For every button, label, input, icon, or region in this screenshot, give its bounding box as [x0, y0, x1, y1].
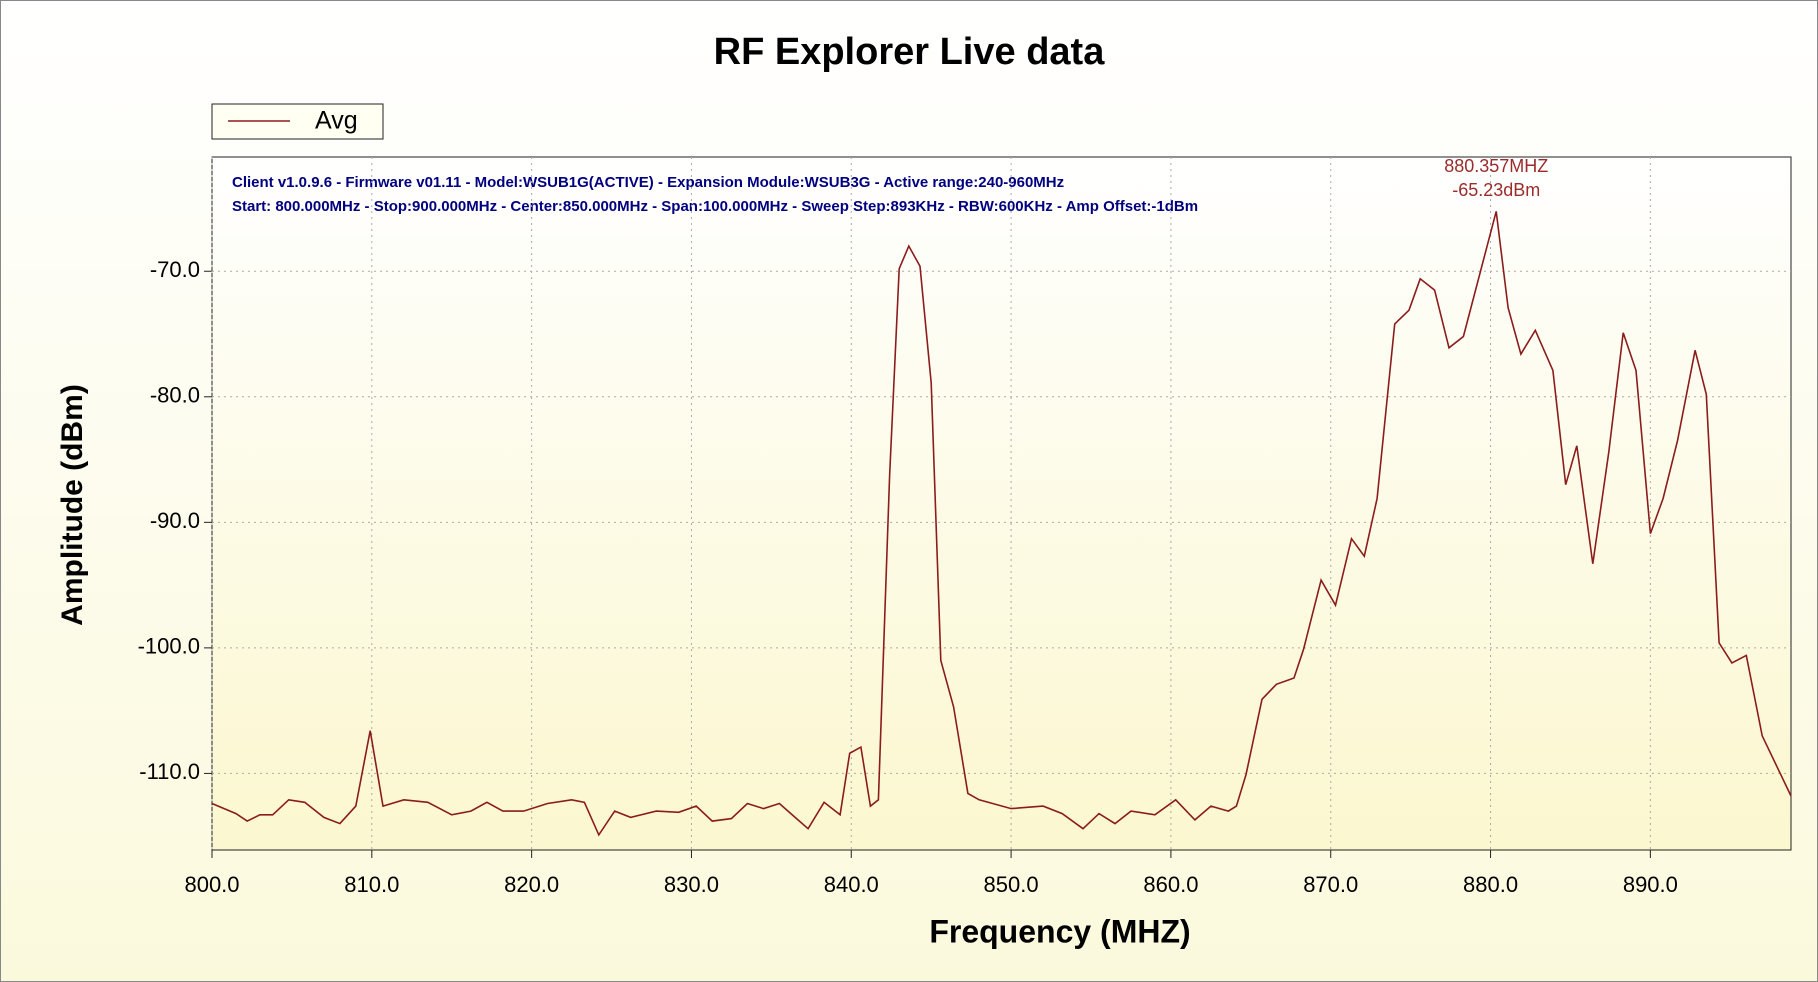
x-tick-label: 890.0	[1623, 872, 1678, 897]
y-tick-label: -90.0	[150, 508, 200, 533]
y-tick-label: -100.0	[138, 634, 200, 659]
legend-label: Avg	[315, 107, 358, 135]
x-tick-label: 840.0	[824, 872, 879, 897]
legend: Avg	[211, 103, 384, 140]
y-tick-label: -80.0	[150, 383, 200, 408]
x-tick-label: 870.0	[1303, 872, 1358, 897]
y-tick-label: -70.0	[150, 257, 200, 282]
x-tick-label: 830.0	[664, 872, 719, 897]
peak-annotation: -65.23dBm	[1452, 180, 1540, 200]
plot-area	[211, 156, 1792, 851]
x-tick-label: 860.0	[1143, 872, 1198, 897]
x-tick-label: 810.0	[344, 872, 399, 897]
x-tick-label: 820.0	[504, 872, 559, 897]
x-tick-label: 800.0	[184, 872, 239, 897]
x-tick-label: 880.0	[1463, 872, 1518, 897]
y-tick-label: -110.0	[139, 759, 200, 784]
x-tick-label: 850.0	[984, 872, 1039, 897]
x-axis-label: Frequency (MHZ)	[929, 913, 1190, 949]
peak-annotation: 880.357MHZ	[1444, 156, 1548, 176]
info-line: Start: 800.000MHz - Stop:900.000MHz - Ce…	[232, 198, 1198, 215]
info-line: Client v1.0.9.6 - Firmware v01.11 - Mode…	[232, 174, 1064, 191]
y-axis-label: Amplitude (dBm)	[56, 384, 89, 626]
series-line	[211, 211, 1792, 837]
chart-title: RF Explorer Live data	[714, 31, 1106, 73]
